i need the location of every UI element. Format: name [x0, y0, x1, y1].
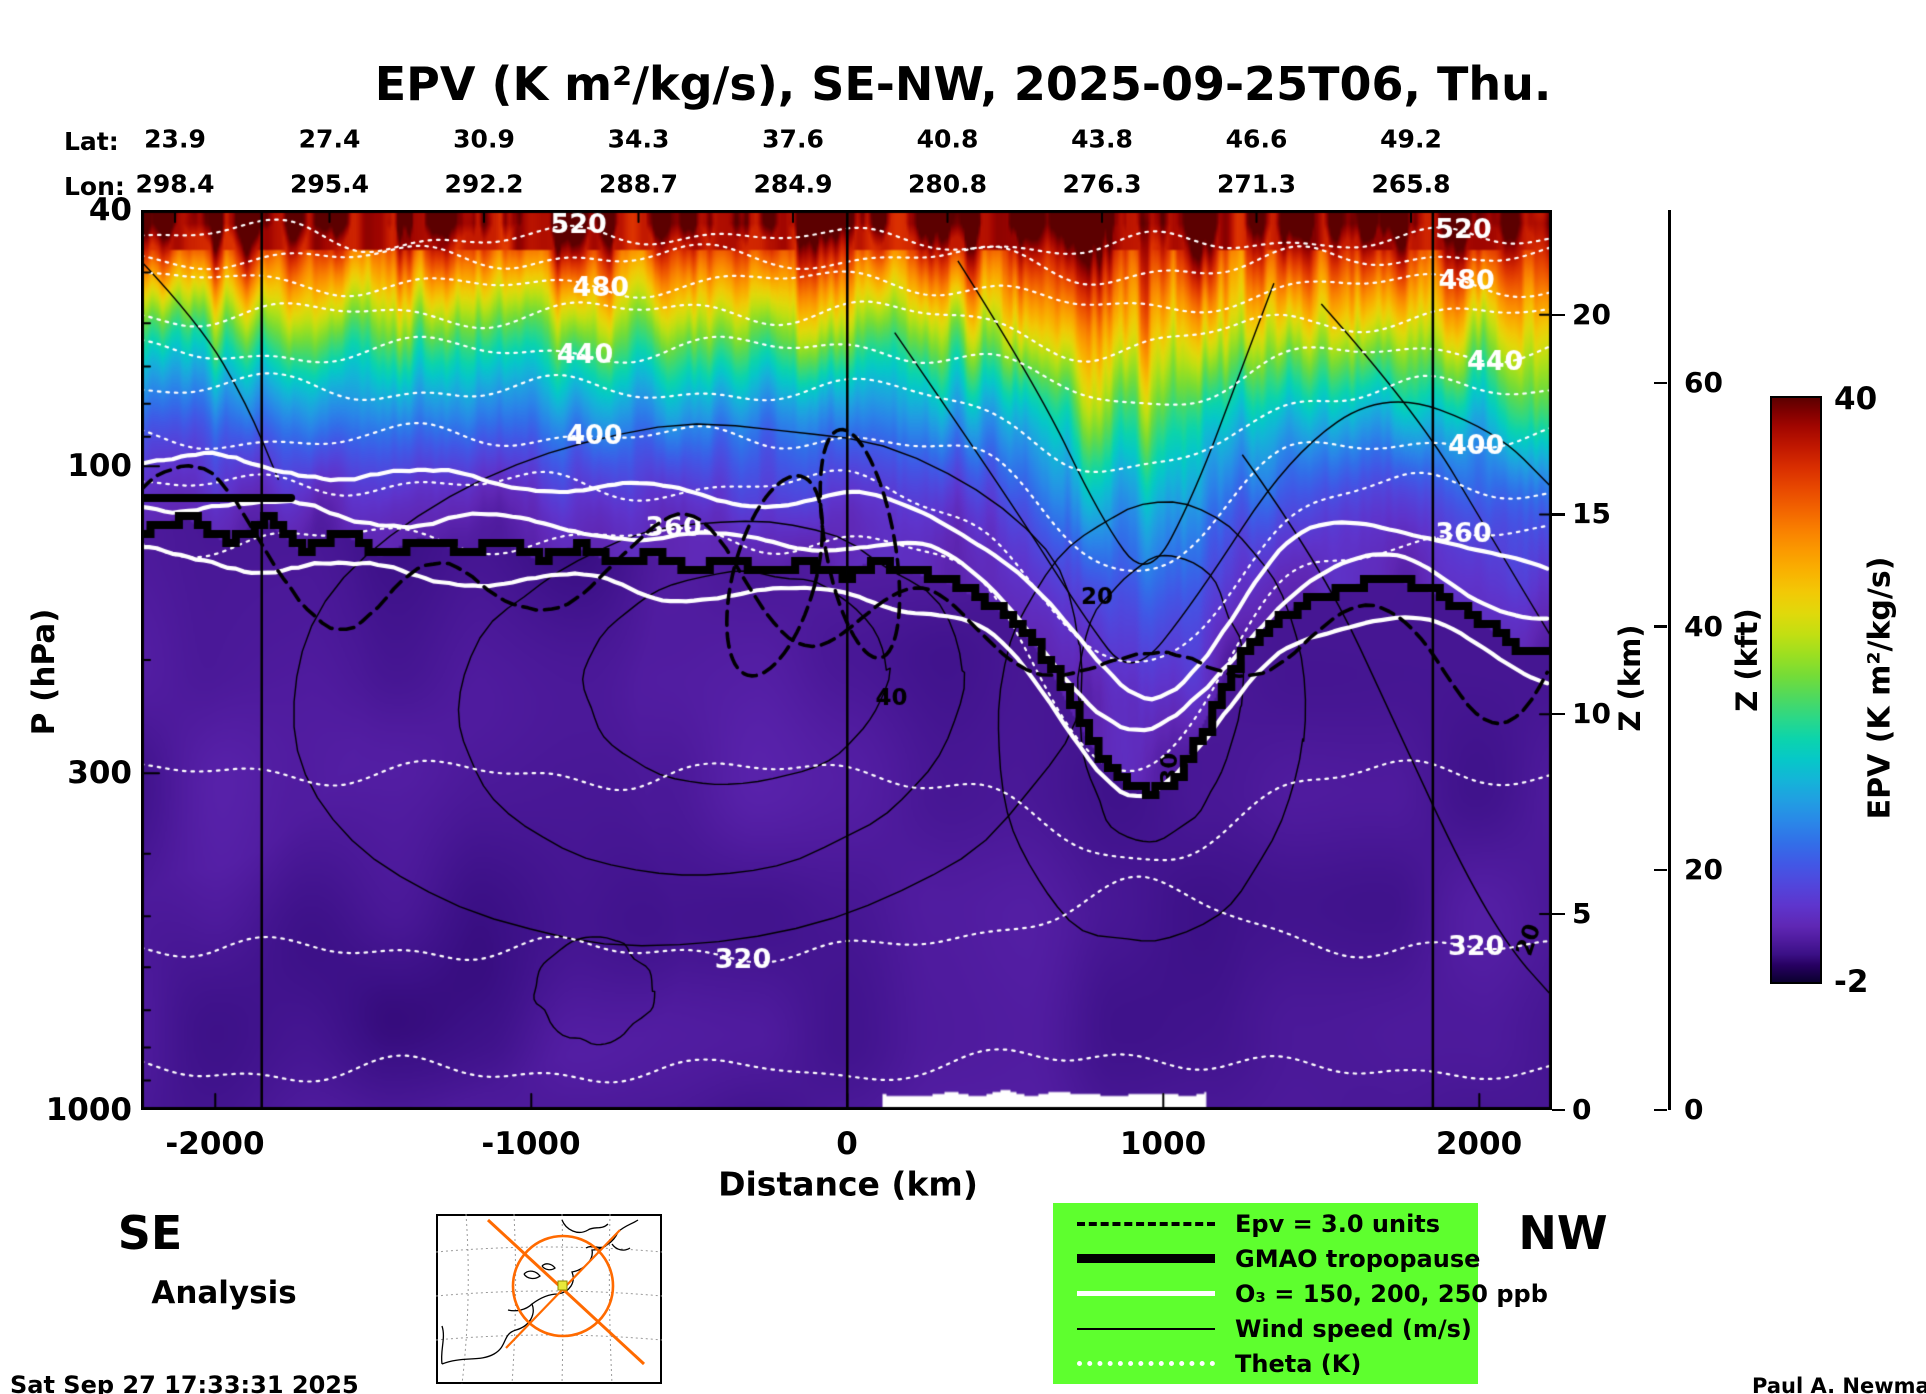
- legend-swatch-epv3-dashed-line: [1077, 1221, 1215, 1226]
- map-section-line: [486, 1218, 646, 1366]
- legend-swatch-ozone-white-line: [1077, 1291, 1215, 1296]
- lon-value: 265.8: [1371, 169, 1451, 199]
- analysis-label: Analysis: [151, 1275, 297, 1311]
- legend-item-epv3: Epv = 3.0 units: [1077, 1210, 1478, 1238]
- distance-tick-0: 0: [836, 1126, 858, 1162]
- distance-tick-2000: 2000: [1435, 1126, 1523, 1162]
- distance-tick-1000: 1000: [1119, 1126, 1207, 1162]
- legend-item-ozone: O₃ = 150, 200, 250 ppb: [1077, 1280, 1548, 1308]
- distance-tick-neg1000: -1000: [481, 1126, 581, 1162]
- z-km-tick: [1552, 1108, 1565, 1112]
- lon-value: 298.4: [135, 169, 215, 199]
- z-kft-axis-line: [1668, 210, 1671, 1110]
- lat-value: 34.3: [607, 124, 670, 154]
- lon-axis-label: Lon:: [64, 172, 125, 201]
- endpoint-se-label: SE: [117, 1206, 183, 1260]
- distance-tick-neg2000: -2000: [165, 1126, 265, 1162]
- legend-item-tropopause: GMAO tropopause: [1077, 1244, 1481, 1273]
- lon-value: 271.3: [1216, 169, 1297, 199]
- lat-value: 30.9: [453, 124, 515, 154]
- map-center-marker: [557, 1280, 568, 1291]
- legend-label-ozone: O₃ = 150, 200, 250 ppb: [1235, 1279, 1548, 1308]
- lon-value: 288.7: [598, 169, 679, 199]
- pressure-tick-100: 100: [67, 448, 132, 484]
- z-km-axis-label: Z (km): [1613, 624, 1647, 732]
- lon-value: 280.8: [907, 169, 988, 199]
- legend-swatch-wind-thin-line: [1077, 1327, 1215, 1330]
- legend-label-wind: Wind speed (m/s): [1235, 1314, 1472, 1343]
- lat-value: 40.8: [916, 124, 979, 154]
- map-border: [436, 1214, 662, 1384]
- z-km-tick-label: 15: [1572, 497, 1611, 531]
- lat-value: 23.9: [144, 124, 206, 154]
- z-km-tick: [1552, 513, 1565, 516]
- legend: Epv = 3.0 units GMAO tropopause O₃ = 150…: [1053, 1203, 1548, 1384]
- z-kft-tick-label: 40: [1684, 609, 1723, 643]
- z-kft-tick: [1654, 868, 1667, 872]
- legend-label-theta: Theta (K): [1235, 1349, 1362, 1378]
- inset-map: [436, 1214, 662, 1384]
- z-km-tick-label: 5: [1572, 896, 1592, 930]
- pressure-tick-1000: 1000: [45, 1092, 132, 1128]
- colorbar-title: EPV (K m²/kg/s): [1862, 556, 1898, 820]
- pressure-axis-label: P (hPa): [26, 608, 62, 736]
- lat-value: 49.2: [1380, 124, 1442, 154]
- lon-value: 276.3: [1062, 169, 1142, 199]
- map-range-circle: [511, 1234, 615, 1338]
- footer-timestamp: Sat Sep 27 17:33:31 2025: [10, 1371, 359, 1394]
- z-kft-tick: [1654, 1108, 1667, 1112]
- chart-title: EPV (K m²/kg/s), SE-NW, 2025-09-25T06, T…: [374, 57, 1552, 111]
- lat-value: 27.4: [298, 124, 361, 154]
- z-kft-axis-label: Z (kft): [1730, 608, 1764, 712]
- z-km-tick: [1552, 313, 1565, 316]
- legend-item-theta: Theta (K): [1077, 1350, 1478, 1378]
- lat-value: 46.6: [1225, 124, 1288, 154]
- distance-axis-label: Distance (km): [718, 1164, 978, 1204]
- z-kft-tick: [1654, 381, 1667, 385]
- z-kft-tick-label: 20: [1684, 853, 1723, 887]
- lon-value: 292.2: [444, 169, 524, 199]
- pressure-tick-300: 300: [67, 755, 132, 791]
- pressure-tick-40: 40: [88, 192, 132, 228]
- lat-axis-label: Lat:: [64, 127, 119, 156]
- legend-swatch-tropopause-thick-line: [1077, 1254, 1215, 1263]
- lat-value: 37.6: [762, 124, 824, 154]
- legend-item-wind: Wind speed (m/s): [1077, 1315, 1478, 1343]
- lon-value: 284.9: [753, 169, 833, 199]
- epv-heatmap-canvas: [141, 210, 1552, 1110]
- colorbar: [1770, 396, 1822, 984]
- legend-label-tropopause: GMAO tropopause: [1235, 1244, 1481, 1273]
- z-kft-tick: [1654, 625, 1667, 628]
- z-km-tick: [1552, 912, 1565, 916]
- lat-value: 43.8: [1071, 124, 1133, 154]
- colorbar-max-label: 40: [1834, 381, 1878, 417]
- z-km-tick-label: 20: [1572, 297, 1611, 331]
- legend-label-epv3: Epv = 3.0 units: [1235, 1209, 1441, 1238]
- z-kft-tick-label: 0: [1684, 1093, 1704, 1126]
- z-km-tick-label: 10: [1572, 697, 1611, 731]
- legend-swatch-theta-dotted-line: [1077, 1361, 1215, 1366]
- colorbar-min-label: -2: [1834, 964, 1869, 1000]
- z-km-tick: [1552, 712, 1565, 716]
- z-kft-tick-label: 60: [1684, 366, 1723, 400]
- z-km-tick-label: 0: [1572, 1093, 1592, 1126]
- lon-value: 295.4: [289, 169, 370, 199]
- footer-credit: Paul A. Newman (NASA: [1752, 1374, 1926, 1394]
- endpoint-nw-label: NW: [1518, 1206, 1608, 1260]
